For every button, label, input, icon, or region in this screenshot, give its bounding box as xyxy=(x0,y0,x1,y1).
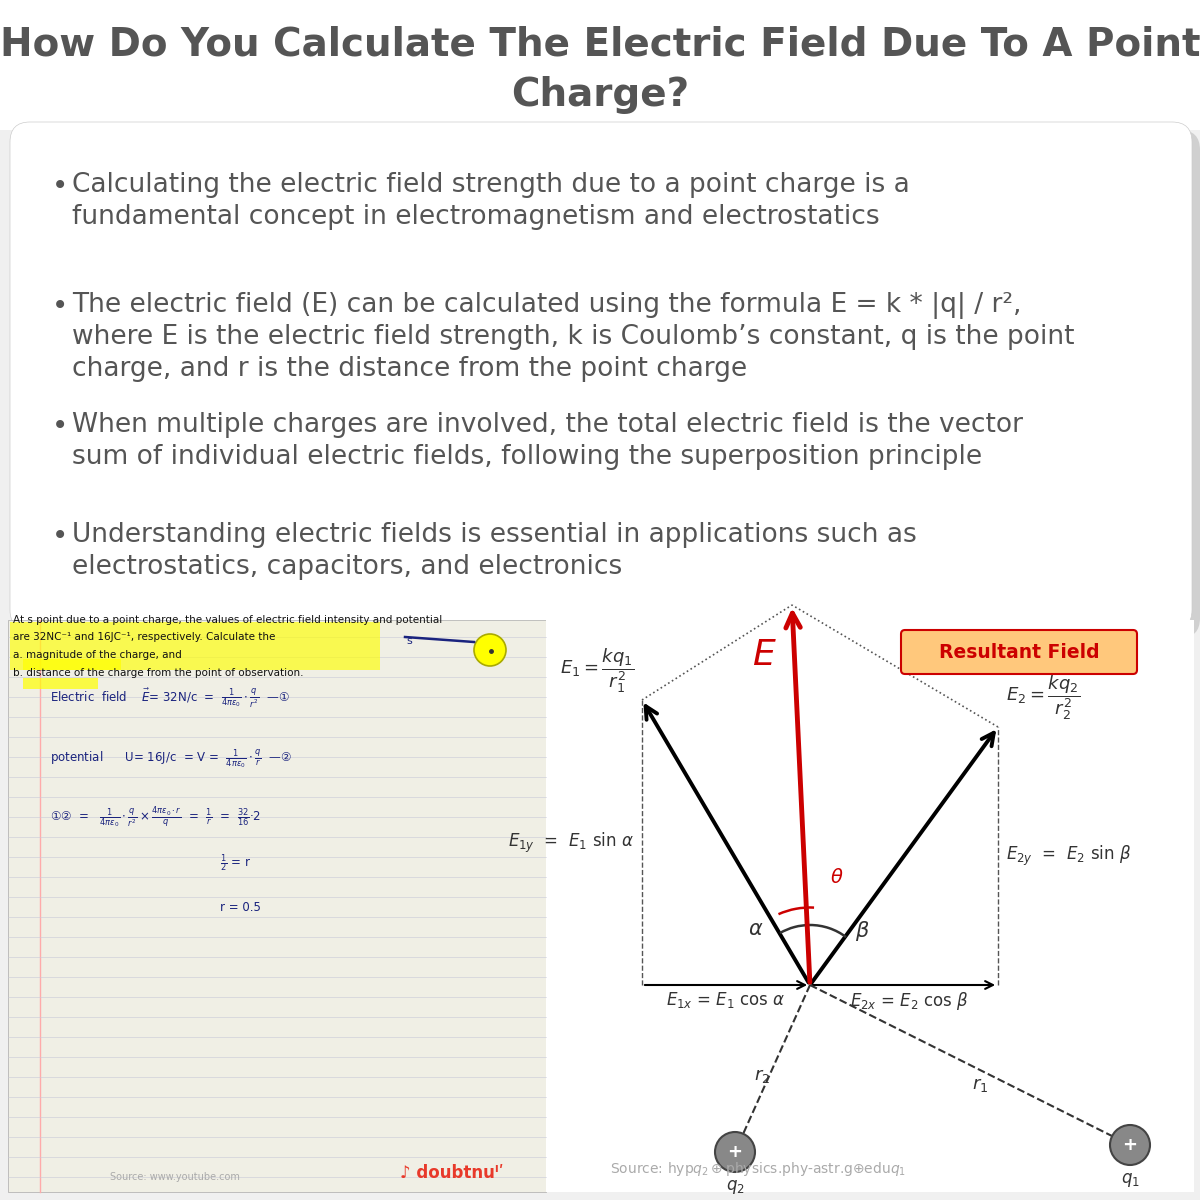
Text: ♪ doubtnuᴵʹ: ♪ doubtnuᴵʹ xyxy=(400,1164,504,1182)
Text: Calculating the electric field strength due to a point charge is a: Calculating the electric field strength … xyxy=(72,172,910,198)
Text: $E_{1x}$ = $E_1$ cos $\alpha$: $E_{1x}$ = $E_1$ cos $\alpha$ xyxy=(666,990,786,1010)
Text: $E_2 = \dfrac{kq_2}{r_2^2}$: $E_2 = \dfrac{kq_2}{r_2^2}$ xyxy=(1006,673,1080,722)
Circle shape xyxy=(715,1132,755,1172)
Text: $r_1$: $r_1$ xyxy=(972,1076,988,1094)
Text: $r_2$: $r_2$ xyxy=(754,1067,770,1085)
Text: b. distance of the charge from the point of observation.: b. distance of the charge from the point… xyxy=(13,668,304,678)
Text: electrostatics, capacitors, and electronics: electrostatics, capacitors, and electron… xyxy=(72,554,623,580)
FancyBboxPatch shape xyxy=(23,659,121,670)
FancyBboxPatch shape xyxy=(901,630,1138,674)
Text: s: s xyxy=(406,636,412,646)
Text: $\beta$: $\beta$ xyxy=(854,919,870,943)
Text: Resultant Field: Resultant Field xyxy=(938,642,1099,661)
FancyBboxPatch shape xyxy=(546,620,1194,1192)
Text: $\alpha$: $\alpha$ xyxy=(748,919,763,938)
Text: fundamental concept in electromagnetism and electrostatics: fundamental concept in electromagnetism … xyxy=(72,204,880,230)
Text: +: + xyxy=(1122,1136,1138,1154)
Circle shape xyxy=(1110,1126,1150,1165)
FancyBboxPatch shape xyxy=(23,678,98,689)
Text: are 32NC⁻¹ and 16JC⁻¹, respectively. Calculate the: are 32NC⁻¹ and 16JC⁻¹, respectively. Cal… xyxy=(13,632,275,642)
Text: The electric field (E) can be calculated using the formula E = k * |q| / r²,: The electric field (E) can be calculated… xyxy=(72,292,1021,319)
Text: At s point due to a point charge, the values of electric field intensity and pot: At s point due to a point charge, the va… xyxy=(13,614,443,625)
Text: When multiple charges are involved, the total electric field is the vector: When multiple charges are involved, the … xyxy=(72,412,1022,438)
Text: where E is the electric field strength, k is Coulomb’s constant, q is the point: where E is the electric field strength, … xyxy=(72,324,1074,350)
FancyBboxPatch shape xyxy=(18,130,1200,638)
Text: $\frac{1}{2}$ = r: $\frac{1}{2}$ = r xyxy=(220,852,251,874)
Text: $E_{2y}$  =  $E_2$ sin $\beta$: $E_{2y}$ = $E_2$ sin $\beta$ xyxy=(1006,844,1132,868)
Text: potential      U= 16J/c  = V =  $\frac{1}{4\pi\epsilon_0}\cdot\frac{q}{r}$  —②: potential U= 16J/c = V = $\frac{1}{4\pi\… xyxy=(50,748,292,770)
Text: r = 0.5: r = 0.5 xyxy=(220,901,260,914)
Text: •: • xyxy=(52,292,68,320)
Text: +: + xyxy=(727,1142,743,1162)
Text: sum of individual electric fields, following the superposition principle: sum of individual electric fields, follo… xyxy=(72,444,982,470)
Circle shape xyxy=(474,634,506,666)
Text: $q_1$: $q_1$ xyxy=(1121,1171,1140,1189)
Text: Charge?: Charge? xyxy=(511,76,689,114)
Text: •: • xyxy=(52,412,68,440)
Text: $\theta$: $\theta$ xyxy=(830,868,844,887)
FancyBboxPatch shape xyxy=(8,620,546,1192)
Text: charge, and r is the distance from the point charge: charge, and r is the distance from the p… xyxy=(72,356,748,382)
FancyBboxPatch shape xyxy=(10,122,1192,630)
Text: ①②  =   $\frac{1}{4\pi\epsilon_0}\cdot\frac{q}{r^2} \times \frac{4\pi\epsilon_0\: ①② = $\frac{1}{4\pi\epsilon_0}\cdot\frac… xyxy=(50,805,262,830)
Text: $E_{1y}$  =  $E_1$ sin $\alpha$: $E_{1y}$ = $E_1$ sin $\alpha$ xyxy=(508,830,634,856)
Text: $E$: $E$ xyxy=(751,638,776,672)
Text: Electric  field    $\vec{E}$= 32N/c  =  $\frac{1}{4\pi\epsilon_0}\cdot\frac{q}{r: Electric field $\vec{E}$= 32N/c = $\frac… xyxy=(50,686,289,710)
FancyBboxPatch shape xyxy=(10,622,380,670)
Text: Source: hyp$q_2\oplus$physics.phy-astr.g$\oplus$edu$q_1$: Source: hyp$q_2\oplus$physics.phy-astr.g… xyxy=(610,1160,906,1178)
Text: How Do You Calculate The Electric Field Due To A Point: How Do You Calculate The Electric Field … xyxy=(0,26,1200,64)
Text: Source: www.youtube.com: Source: www.youtube.com xyxy=(110,1172,240,1182)
Text: $E_1 = \dfrac{kq_1}{r_1^2}$: $E_1 = \dfrac{kq_1}{r_1^2}$ xyxy=(559,647,634,695)
Text: Understanding electric fields is essential in applications such as: Understanding electric fields is essenti… xyxy=(72,522,917,548)
Text: $q_2$: $q_2$ xyxy=(726,1178,744,1196)
Text: •: • xyxy=(52,172,68,200)
Text: •: • xyxy=(52,522,68,550)
FancyBboxPatch shape xyxy=(0,0,1200,130)
Text: $E_{2x}$ = $E_2$ cos $\beta$: $E_{2x}$ = $E_2$ cos $\beta$ xyxy=(850,990,968,1012)
Text: a. magnitude of the charge, and: a. magnitude of the charge, and xyxy=(13,650,181,660)
